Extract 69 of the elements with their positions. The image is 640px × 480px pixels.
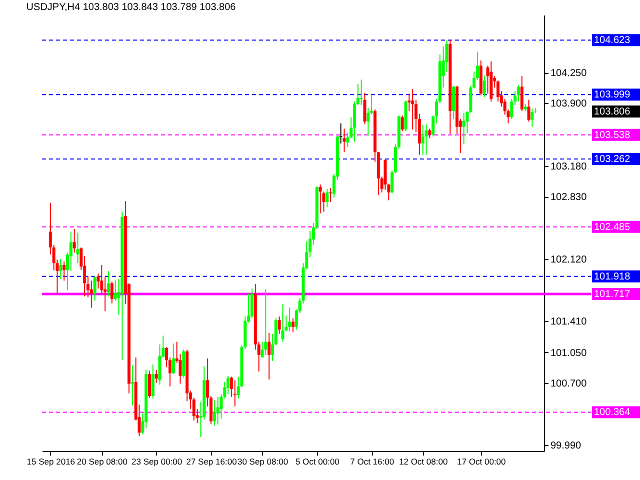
candlestick xyxy=(278,316,281,334)
y-tick-label: 103.900 xyxy=(550,98,588,110)
ref-line-label: 101.918 xyxy=(594,271,631,282)
candlestick xyxy=(342,128,346,153)
candlestick xyxy=(233,380,236,407)
ref-line-label: 101.717 xyxy=(594,288,631,300)
candlestick xyxy=(281,304,284,342)
candlestick xyxy=(59,258,62,280)
candlestick xyxy=(154,369,158,384)
x-tick-label: 15 Sep 2016 xyxy=(26,456,76,466)
x-tick-label: 17 Oct 00:00 xyxy=(457,456,506,466)
candlestick xyxy=(363,92,366,125)
y-tick-label: 101.410 xyxy=(550,316,588,328)
candlestick xyxy=(62,260,66,282)
candlestick xyxy=(326,188,329,208)
y-tick-label: 99.990 xyxy=(550,440,582,452)
candlestick xyxy=(72,228,76,254)
candlestick xyxy=(408,93,411,112)
x-tick-label: 27 Sep 16:00 xyxy=(186,456,238,466)
candlestick xyxy=(318,184,322,214)
candlestick xyxy=(517,84,520,102)
candlestick xyxy=(226,375,230,395)
candlestick xyxy=(424,124,428,156)
candlestick xyxy=(107,270,110,297)
candlestick xyxy=(292,318,294,333)
candlestick xyxy=(172,343,175,375)
candlestick xyxy=(400,114,404,132)
candlestick xyxy=(482,74,486,98)
y-tick-label: 100.700 xyxy=(550,378,588,390)
candlestick xyxy=(90,280,93,308)
candlestick xyxy=(360,79,363,106)
candlestick xyxy=(462,112,466,145)
candlestick xyxy=(212,400,216,426)
x-tick-label: 5 Oct 00:00 xyxy=(295,456,340,466)
candlestick xyxy=(216,396,220,424)
chart-title: USDJPY,H4 103.803 103.843 103.789 103.806 xyxy=(26,2,236,13)
x-tick-label: 30 Sep 08:00 xyxy=(237,456,288,466)
ref-line-label: 103.999 xyxy=(594,90,631,101)
ref-line-label: 103.538 xyxy=(594,130,631,141)
candlestick xyxy=(250,288,254,319)
y-tick-label: 102.830 xyxy=(550,192,588,204)
candlestick xyxy=(339,122,342,144)
candlestick xyxy=(151,364,154,400)
candlestick xyxy=(520,76,524,112)
x-tick-label: 23 Sep 00:00 xyxy=(132,456,182,466)
candlestick xyxy=(428,128,432,139)
text: 103.806 xyxy=(594,106,631,118)
candlestick xyxy=(110,280,114,304)
ref-line-label: 100.364 xyxy=(594,407,631,418)
candlestick xyxy=(530,108,534,128)
y-tick-label: 104.250 xyxy=(550,68,588,80)
candlestick xyxy=(527,99,530,122)
ref-line-label: 103.262 xyxy=(594,154,631,165)
y-tick-label: 102.120 xyxy=(550,254,588,266)
ref-line-label: 104.623 xyxy=(594,35,631,46)
candlestick xyxy=(288,307,292,332)
x-tick-label: 12 Oct 08:00 xyxy=(398,456,448,466)
candlestick xyxy=(268,332,271,380)
x-tick-label: 7 Oct 16:00 xyxy=(350,456,394,466)
candlestick xyxy=(264,288,268,356)
y-tick-label: 101.050 xyxy=(550,348,588,359)
x-tick-label: 20 Sep 08:00 xyxy=(76,456,128,466)
candlestick xyxy=(148,370,151,398)
y-tick-label: 103.180 xyxy=(550,162,588,173)
ref-line-label: 102.485 xyxy=(594,222,631,233)
candlestick xyxy=(411,88,414,130)
candlestick xyxy=(76,232,80,264)
candlestick xyxy=(421,124,424,156)
candlestick xyxy=(93,276,96,302)
